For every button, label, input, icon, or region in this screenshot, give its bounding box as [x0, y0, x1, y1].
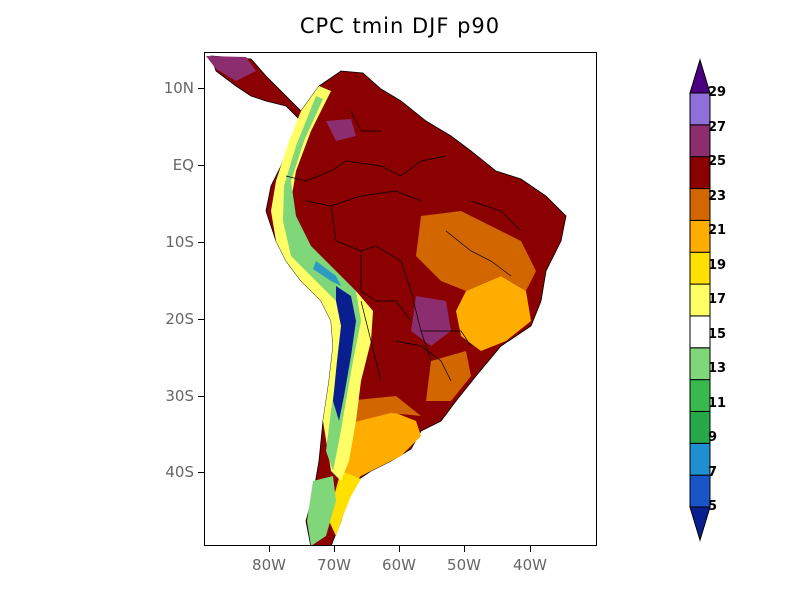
southern-andes-green [307, 476, 336, 545]
andes-cold-core [333, 286, 356, 421]
colorbar-box [689, 251, 711, 285]
central-america-region [206, 56, 256, 81]
colorbar-level-label: 27 [708, 119, 727, 135]
lon-label-40w: 40W [513, 556, 547, 574]
colorbar-box [689, 347, 711, 381]
colorbar-level-label: 9 [708, 430, 718, 445]
colorbar-box [689, 442, 711, 476]
lon-label-70w: 70W [317, 556, 351, 574]
colorbar-box [689, 219, 711, 253]
guiana-hot-spot [326, 119, 356, 141]
colorbar-level-label: 29 [708, 85, 727, 100]
andes-blue-fringe [313, 261, 341, 286]
map-title: CPC tmin DJF p90 [299, 14, 501, 38]
se-brazil-region [456, 276, 531, 351]
map-plot-area [204, 52, 597, 546]
colorbar-level-label: 19 [708, 257, 727, 273]
colorbar-top-triangle [689, 58, 711, 94]
colorbar-box [689, 410, 711, 444]
colorbar-level-label: 13 [708, 361, 727, 376]
colorbar-box [689, 124, 711, 158]
country-borders [285, 110, 522, 382]
lon-label-50w: 50W [447, 556, 481, 574]
argentina-warm-region [341, 411, 421, 491]
lat-label-eq: EQ [172, 156, 194, 174]
lat-label-10n: 10N [163, 79, 194, 97]
lat-label-30s: 30S [165, 387, 194, 405]
colorbar-level-label: 11 [708, 395, 727, 411]
colorbar-box [689, 156, 711, 190]
lon-label-80w: 80W [252, 556, 286, 574]
colorbar-level-label: 15 [708, 326, 727, 342]
lat-label-20s: 20S [165, 310, 194, 328]
colorbar-box [689, 379, 711, 412]
colorbar-box [689, 188, 711, 221]
colorbar-box [689, 474, 711, 508]
lat-label-40s: 40S [165, 463, 194, 481]
colorbar-level-label: 17 [708, 292, 727, 307]
lat-label-10s: 10S [165, 233, 194, 251]
colorbar-level-label: 21 [708, 223, 727, 238]
colorbar-level-label: 5 [708, 499, 718, 514]
colorbar-level-label: 25 [708, 154, 727, 169]
lon-label-60w: 60W [382, 556, 416, 574]
colorbar-box [689, 315, 711, 349]
argentina-orange-band [346, 396, 421, 423]
colorbar-box [689, 92, 711, 126]
colorbar-level-label: 23 [708, 188, 727, 204]
patagonia-region [329, 471, 361, 536]
colorbar-level-label: 7 [708, 464, 718, 480]
map-canvas [206, 55, 567, 545]
chaco-hot-spot [411, 296, 451, 346]
colorbar-box [689, 283, 711, 317]
colorbar-bottom-triangle [689, 506, 711, 542]
